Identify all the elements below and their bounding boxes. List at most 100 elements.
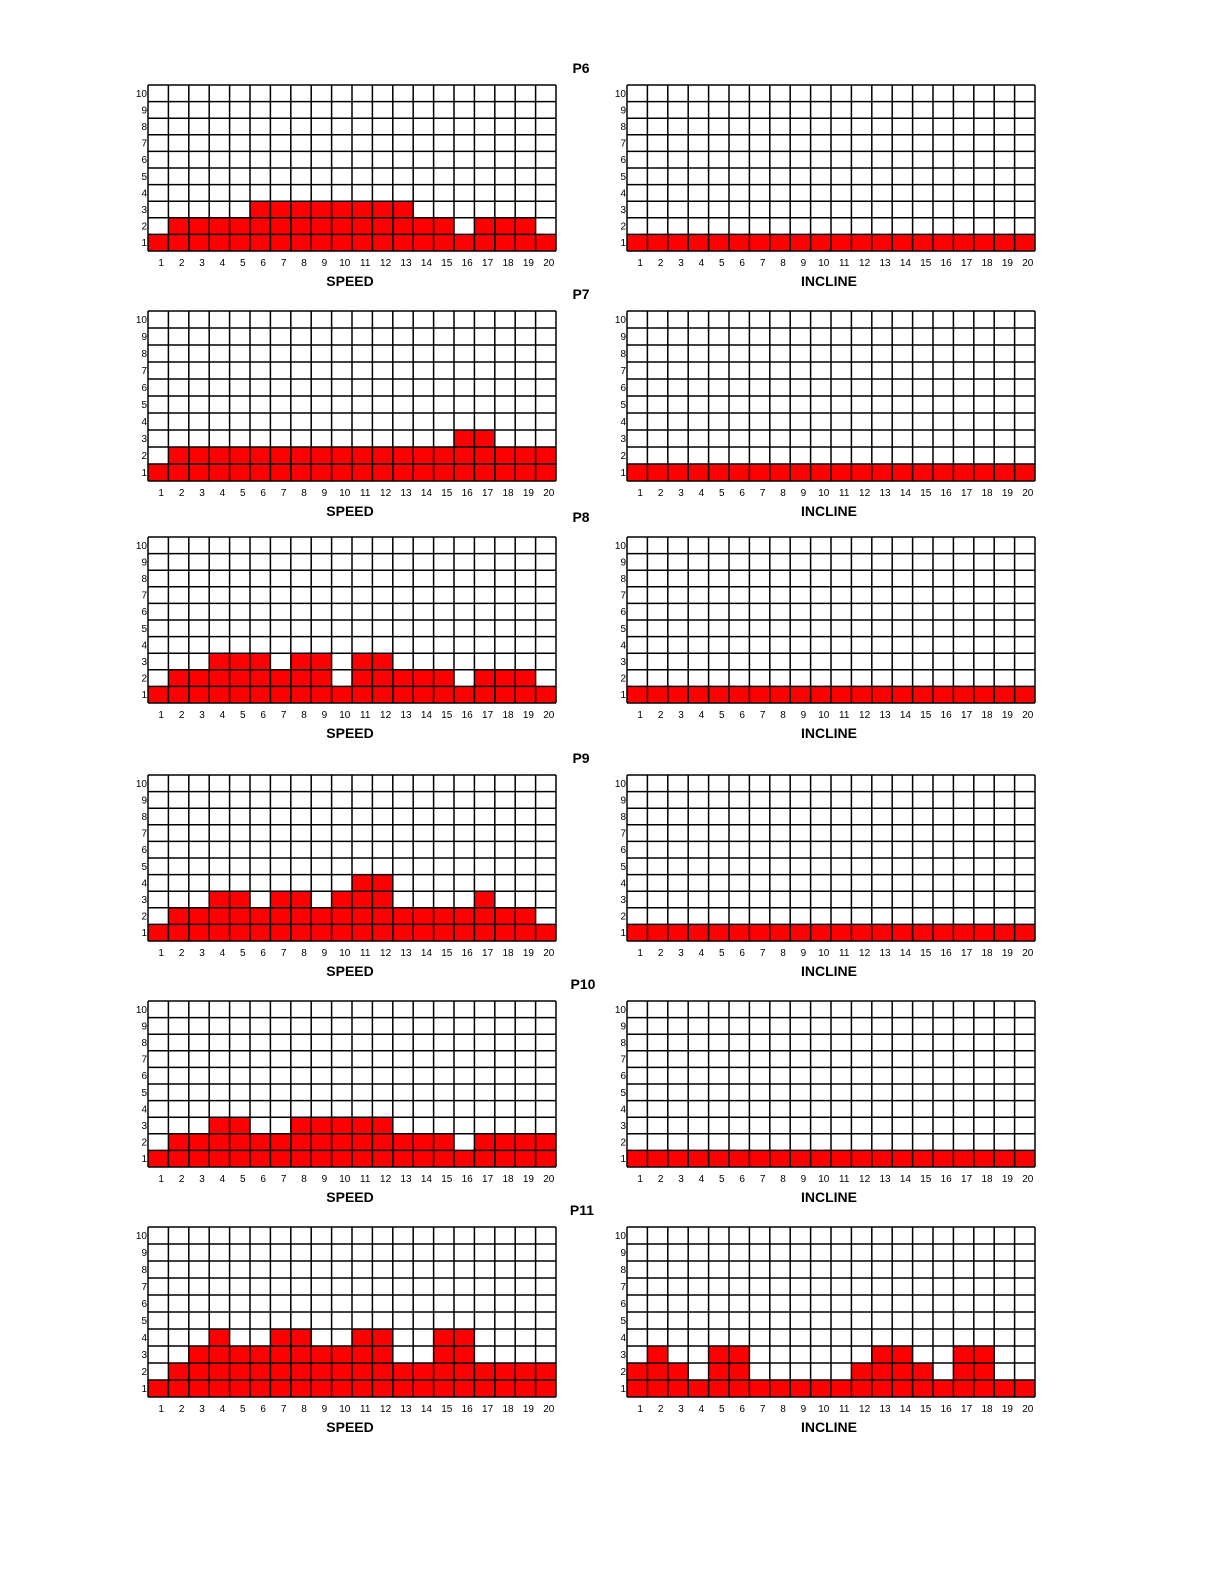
- chart-2-xtick-17: 17: [961, 258, 973, 269]
- chart-4-bar-17: [953, 464, 974, 481]
- chart-11-xtick-10: 10: [339, 1404, 351, 1415]
- chart-4-xlabel: INCLINE: [801, 503, 857, 519]
- chart-10-bar-12: [851, 1150, 872, 1167]
- chart-10-bar-14: [892, 1150, 913, 1167]
- chart-6-bar-13: [871, 686, 893, 703]
- chart-12-ytick-4: 4: [620, 1333, 626, 1344]
- chart-8-xtick-4: 4: [699, 948, 705, 959]
- chart-7-bar-17: [474, 891, 495, 941]
- chart-3-xtick-7: 7: [281, 488, 287, 499]
- chart-4-bar-8: [769, 464, 791, 481]
- chart-10-bar-6: [729, 1150, 750, 1167]
- chart-2-xtick-8: 8: [780, 258, 786, 269]
- chart-5-xtick-3: 3: [199, 710, 205, 721]
- chart-2-ytick-8: 8: [620, 122, 626, 133]
- chart-5-xtick-2: 2: [179, 710, 185, 721]
- chart-9-xtick-19: 19: [523, 1174, 535, 1185]
- chart-5-xtick-11: 11: [360, 710, 371, 721]
- chart-10-bar-8: [769, 1150, 791, 1167]
- chart-4-bar-7: [749, 464, 770, 481]
- chart-7-ytick-2: 2: [141, 912, 147, 923]
- chart-3-xtick-13: 13: [400, 488, 412, 499]
- chart-9-xtick-14: 14: [421, 1174, 433, 1185]
- chart-11-xtick-5: 5: [240, 1404, 246, 1415]
- chart-10-xtick-6: 6: [739, 1174, 745, 1185]
- chart-12-xtick-4: 4: [699, 1404, 705, 1415]
- chart-9-bar-9: [311, 1117, 332, 1167]
- chart-8-xlabel: INCLINE: [801, 963, 857, 979]
- chart-1-ytick-8: 8: [141, 122, 147, 133]
- chart-1-ytick-3: 3: [141, 205, 147, 216]
- chart-4-xtick-13: 13: [879, 488, 891, 499]
- chart-12-xlabel: INCLINE: [801, 1419, 857, 1435]
- chart-4-bar-16: [933, 464, 954, 481]
- chart-3-ytick-7: 7: [141, 366, 147, 377]
- chart-12-xtick-2: 2: [658, 1404, 664, 1415]
- chart-2-xtick-20: 20: [1022, 258, 1034, 269]
- chart-9-xtick-2: 2: [179, 1174, 185, 1185]
- chart-10-xtick-7: 7: [760, 1174, 766, 1185]
- chart-1-xtick-16: 16: [462, 258, 474, 269]
- chart-1-ytick-2: 2: [141, 222, 147, 233]
- chart-8-bar-13: [871, 924, 893, 941]
- chart-12-bar-8: [769, 1380, 791, 1397]
- chart-8-ytick-6: 6: [620, 845, 626, 856]
- chart-11-bar-3: [188, 1346, 210, 1397]
- chart-1-xtick-3: 3: [199, 258, 205, 269]
- chart-12-xtick-20: 20: [1022, 1404, 1034, 1415]
- chart-4-bar-1: [627, 464, 648, 481]
- chart-11-xtick-15: 15: [441, 1404, 453, 1415]
- chart-9-xtick-3: 3: [199, 1174, 205, 1185]
- chart-2-xtick-11: 11: [839, 258, 850, 269]
- chart-4-xtick-6: 6: [739, 488, 745, 499]
- chart-8-xtick-17: 17: [961, 948, 973, 959]
- chart-8-xtick-10: 10: [818, 948, 830, 959]
- chart-11-xtick-14: 14: [421, 1404, 433, 1415]
- chart-7-bar-1: [148, 924, 169, 941]
- chart-5-ytick-6: 6: [141, 607, 147, 618]
- chart-12-xtick-1: 1: [637, 1404, 643, 1415]
- chart-11-xtick-2: 2: [179, 1404, 185, 1415]
- chart-8-xtick-15: 15: [920, 948, 932, 959]
- chart-5-bar-6: [250, 653, 271, 703]
- chart-12-xtick-3: 3: [678, 1404, 684, 1415]
- chart-7-ytick-6: 6: [141, 845, 147, 856]
- chart-7-xtick-3: 3: [199, 948, 205, 959]
- chart-4-ytick-7: 7: [620, 366, 626, 377]
- chart-1-xtick-9: 9: [322, 258, 328, 269]
- chart-1-xtick-2: 2: [179, 258, 185, 269]
- chart-4-ytick-3: 3: [620, 434, 626, 445]
- chart-2-xtick-6: 6: [739, 258, 745, 269]
- chart-10-ytick-8: 8: [620, 1038, 626, 1049]
- chart-6-xtick-1: 1: [637, 710, 643, 721]
- chart-11-bar-5: [229, 1346, 250, 1397]
- chart-9-ytick-2: 2: [141, 1138, 147, 1149]
- chart-11-title: P11: [570, 1202, 594, 1218]
- chart-1-bar-8: [290, 201, 312, 251]
- chart-2-bar-2: [647, 234, 668, 251]
- chart-12-ytick-3: 3: [620, 1350, 626, 1361]
- chart-6-xtick-19: 19: [1002, 710, 1014, 721]
- chart-3-xtick-16: 16: [462, 488, 474, 499]
- chart-6-xtick-12: 12: [859, 710, 871, 721]
- chart-4-xtick-8: 8: [780, 488, 786, 499]
- chart-12-bar-2: [647, 1346, 668, 1397]
- chart-11-bar-1: [148, 1380, 169, 1397]
- chart-10-ytick-5: 5: [620, 1088, 626, 1099]
- chart-10-bar-3: [667, 1150, 689, 1167]
- chart-5-bar-16: [454, 686, 475, 703]
- chart-12-xtick-12: 12: [859, 1404, 871, 1415]
- chart-1-xtick-20: 20: [543, 258, 555, 269]
- chart-9-xtick-4: 4: [220, 1174, 226, 1185]
- chart-4-bar-9: [790, 464, 811, 481]
- chart-10-bar-11: [831, 1150, 852, 1167]
- chart-5-title: P8: [572, 509, 589, 525]
- chart-3-ytick-6: 6: [141, 383, 147, 394]
- chart-6-bar-7: [749, 686, 770, 703]
- chart-12-bar-16: [933, 1380, 954, 1397]
- chart-12-xtick-8: 8: [780, 1404, 786, 1415]
